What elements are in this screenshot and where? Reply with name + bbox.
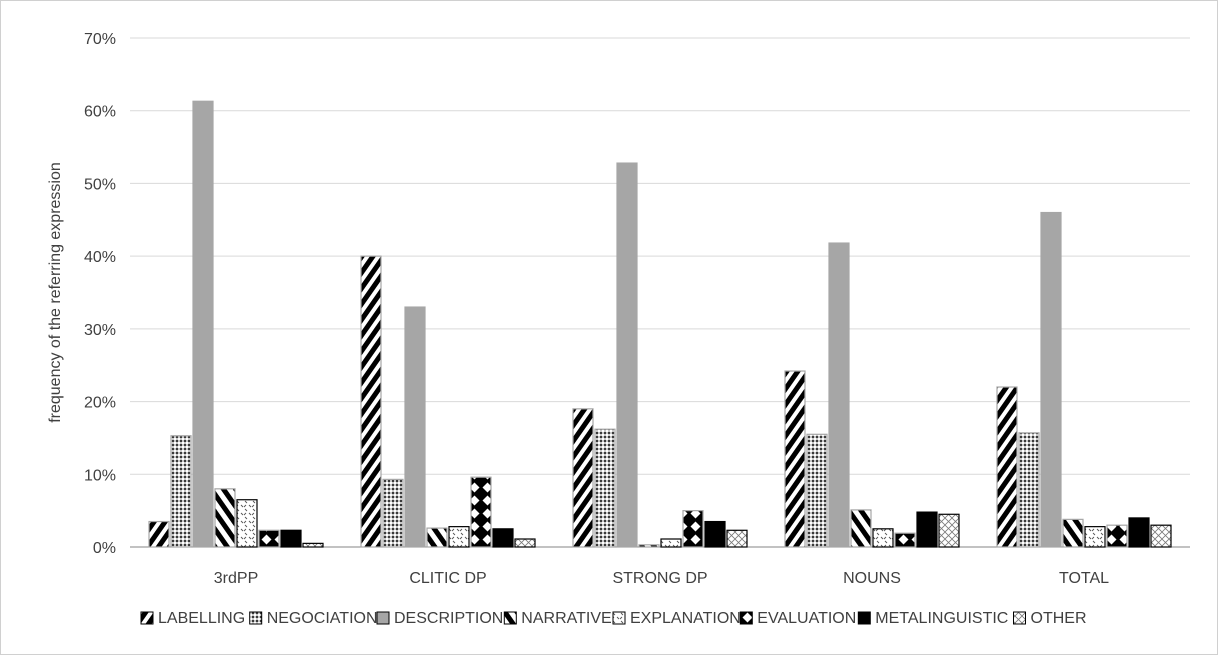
bar — [572, 408, 594, 548]
bar — [148, 520, 170, 548]
bar — [1128, 517, 1150, 548]
y-tick-label: 30% — [84, 322, 116, 339]
y-tick-label: 60% — [84, 104, 116, 121]
bar — [1084, 526, 1106, 548]
bar — [850, 509, 872, 548]
bar — [360, 255, 382, 548]
bar — [302, 542, 324, 548]
y-tick-label: 0% — [93, 540, 116, 557]
legend-swatch — [612, 611, 626, 625]
bar — [894, 532, 916, 548]
y-tick-label: 40% — [84, 249, 116, 266]
bar — [726, 529, 748, 548]
bar — [280, 529, 302, 548]
bar — [938, 513, 960, 548]
bar — [382, 478, 404, 548]
y-axis-title: frequency of the referring expression — [47, 162, 64, 423]
bar — [682, 510, 704, 548]
legend-swatch — [503, 611, 517, 625]
legend-label: LABELLING — [158, 610, 245, 627]
legend-label: NEGOCIATION — [267, 610, 378, 627]
x-tick-labels: 3rdPP CLITIC DP STRONG DP NOUNS TOTAL — [214, 570, 1109, 587]
y-tick-label: 10% — [84, 467, 116, 484]
legend-label: DESCRIPTION — [394, 610, 503, 627]
x-tick-label: NOUNS — [843, 570, 901, 587]
legend-swatch — [249, 611, 263, 625]
bar — [258, 529, 280, 548]
bar — [660, 538, 682, 548]
legend-swatch — [140, 611, 154, 625]
x-tick-label: STRONG DP — [612, 570, 707, 587]
bar — [806, 433, 828, 548]
bar — [1018, 432, 1040, 548]
bar — [448, 526, 470, 548]
bar — [996, 386, 1018, 548]
x-tick-label: 3rdPP — [214, 570, 258, 587]
bar — [492, 528, 514, 548]
bar — [1150, 524, 1172, 548]
legend-swatch — [376, 611, 390, 625]
bar — [784, 370, 806, 548]
bar — [828, 242, 850, 548]
bar — [426, 527, 448, 548]
x-tick-label: CLITIC DP — [409, 570, 486, 587]
bar — [1040, 211, 1062, 548]
bar — [192, 100, 214, 548]
bar — [170, 435, 192, 548]
legend-label: METALINGUISTIC — [875, 610, 1008, 627]
y-tick-labels: 0% 10% 20% 30% 40% 50% 60% 70% — [84, 31, 116, 557]
legend-label: NARRATIVE — [521, 610, 611, 627]
legend-label: EXPLANATION — [630, 610, 741, 627]
legend: LABELLING NEGOCIATION DESCRIPTION NARRATIVE… — [140, 610, 1087, 627]
bar — [916, 511, 938, 548]
y-tick-label: 50% — [84, 176, 116, 193]
legend-swatch — [1013, 611, 1026, 625]
bar — [1062, 518, 1084, 548]
bar — [638, 544, 660, 548]
legend-swatch — [857, 611, 871, 625]
x-tick-label: TOTAL — [1059, 570, 1109, 587]
bar — [594, 428, 616, 548]
bar — [514, 538, 536, 548]
bar — [704, 520, 726, 548]
legend-swatch — [739, 611, 753, 625]
bar — [214, 488, 236, 548]
gridlines — [130, 37, 1190, 548]
bars — [148, 100, 1172, 548]
y-tick-label: 20% — [84, 395, 116, 412]
y-tick-label: 70% — [84, 31, 116, 48]
legend-label: EVALUATION — [757, 610, 856, 627]
bar — [404, 306, 426, 548]
bar — [236, 499, 258, 548]
bar — [1106, 524, 1128, 548]
legend-label: OTHER — [1031, 610, 1087, 627]
bar — [872, 528, 894, 548]
bar — [616, 162, 638, 548]
bar — [470, 476, 492, 548]
